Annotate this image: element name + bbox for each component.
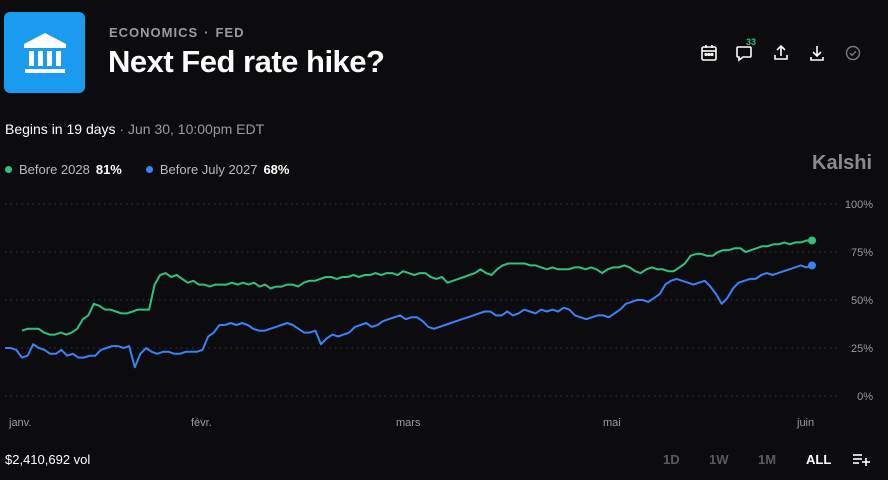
breadcrumb: ECONOMICS · FED bbox=[109, 25, 245, 40]
series-endpoint bbox=[808, 261, 816, 270]
download-icon[interactable] bbox=[806, 42, 828, 64]
legend-name: Before 2028 bbox=[19, 162, 90, 177]
series-endpoint bbox=[808, 236, 816, 245]
range-all-button[interactable]: ALL bbox=[806, 452, 832, 467]
legend-item[interactable]: Before 2028 81% bbox=[5, 162, 122, 177]
y-tick-label: 50% bbox=[851, 295, 873, 307]
x-tick-label: mars bbox=[396, 417, 421, 429]
comment-icon[interactable] bbox=[733, 42, 755, 64]
series-line bbox=[5, 264, 813, 369]
x-tick-label: juin bbox=[796, 417, 814, 429]
legend-swatch bbox=[145, 166, 153, 173]
comments-count-badge: 33 bbox=[746, 37, 757, 47]
market-timing: Begins in 19 days · Jun 30, 10:00pm EDT bbox=[5, 121, 264, 137]
check-circle-icon[interactable] bbox=[842, 42, 864, 64]
y-tick-label: 100% bbox=[845, 199, 873, 211]
y-tick-label: 0% bbox=[857, 391, 873, 403]
bank-building-icon bbox=[4, 12, 85, 93]
y-tick-label: 75% bbox=[851, 247, 873, 259]
add-series-icon[interactable] bbox=[851, 449, 871, 469]
page-title: Next Fed rate hike? bbox=[108, 44, 385, 79]
share-icon[interactable] bbox=[770, 42, 792, 64]
series-line bbox=[21, 239, 812, 336]
y-tick-label: 25% bbox=[851, 343, 873, 355]
calendar-icon[interactable] bbox=[698, 42, 720, 64]
legend-value: 81% bbox=[95, 162, 122, 177]
x-tick-label: févr. bbox=[191, 417, 212, 429]
range-1m-button[interactable]: 1M bbox=[758, 452, 777, 467]
range-1d-button[interactable]: 1D bbox=[663, 452, 680, 467]
x-tick-label: mai bbox=[603, 417, 621, 429]
legend-name: Before July 2027 bbox=[159, 162, 258, 177]
legend-item[interactable]: Before July 2027 68% bbox=[145, 162, 290, 177]
legend-swatch bbox=[5, 166, 12, 173]
chart-legend: Before 2028 81% Before July 2027 68% bbox=[5, 162, 313, 177]
timing-separator: · bbox=[119, 121, 125, 137]
breadcrumb-separator: · bbox=[204, 25, 210, 40]
breadcrumb-category[interactable]: ECONOMICS bbox=[109, 25, 199, 40]
breadcrumb-subcategory[interactable]: FED bbox=[215, 25, 245, 40]
begins-date: Jun 30, 10:00pm EDT bbox=[127, 121, 265, 137]
price-history-chart[interactable]: 100% 75% 50% 25% 0% janv. févr. mars mai juin bbox=[0, 180, 888, 435]
brand-logo: Kalshi bbox=[812, 152, 873, 174]
begins-text: Begins in 19 days bbox=[5, 121, 116, 137]
volume-label: $2,410,692 vol bbox=[5, 452, 91, 467]
x-tick-label: janv. bbox=[8, 417, 31, 429]
range-1w-button[interactable]: 1W bbox=[709, 452, 729, 467]
legend-value: 68% bbox=[263, 162, 290, 177]
